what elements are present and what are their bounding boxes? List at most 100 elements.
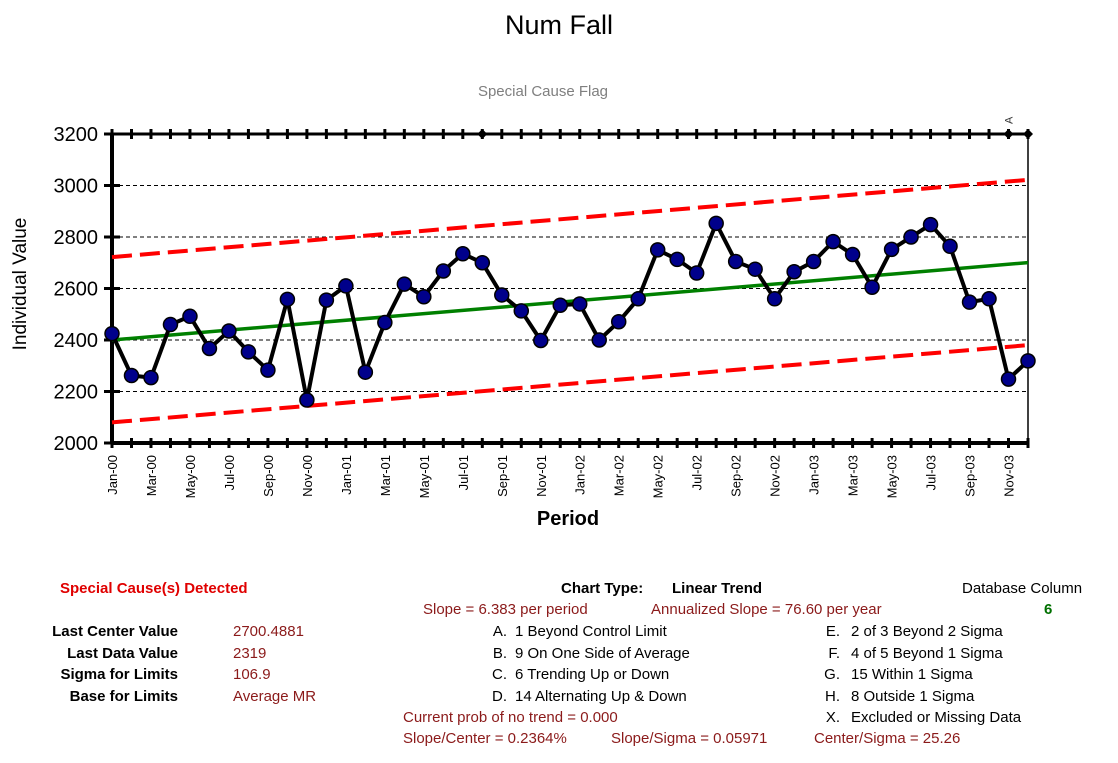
data-point	[143, 369, 159, 386]
data-point	[708, 215, 724, 232]
data-point	[591, 332, 607, 348]
x-tick-label: Sep-01	[495, 455, 510, 497]
annualized-slope: Annualized Slope = 76.60 per year	[651, 601, 882, 618]
data-point	[201, 340, 218, 357]
x-tick-label: May-02	[651, 455, 666, 498]
special-cause-flags: A	[477, 116, 1033, 139]
data-point	[182, 308, 198, 325]
data-points	[104, 215, 1036, 408]
center-trend-line	[111, 260, 1029, 342]
stat-value: 106.9	[233, 666, 271, 683]
data-point	[260, 362, 276, 378]
slope-center: Slope/Center = 0.2364%	[403, 730, 567, 747]
rule-key: E.	[825, 623, 840, 640]
data-point	[299, 392, 315, 408]
slope-per-period: Slope = 6.383 per period	[423, 601, 588, 618]
y-tick-label: 2000	[54, 433, 99, 455]
x-axis-label: Period	[537, 508, 599, 530]
data-point	[552, 297, 569, 313]
data-point	[981, 291, 997, 307]
upper-control-limit	[111, 177, 1029, 260]
data-point	[922, 216, 939, 233]
data-point	[435, 263, 452, 279]
x-tick-label: Jul-03	[924, 455, 939, 490]
data-point	[669, 251, 685, 268]
data-point	[1020, 353, 1036, 369]
series-lines	[110, 177, 1030, 425]
flag-marker	[1003, 129, 1014, 139]
y-tick-label: 2600	[54, 279, 99, 301]
rule-text: 6 Trending Up or Down	[515, 666, 670, 683]
data-point	[338, 278, 354, 294]
data-point	[727, 253, 744, 270]
x-tick-label: Jul-02	[690, 455, 705, 490]
data-point	[221, 323, 237, 339]
flag-marker	[1023, 129, 1033, 139]
x-tick-label: Jan-02	[573, 455, 588, 495]
stat-label: Sigma for Limits	[60, 666, 178, 683]
y-tick-label: 2400	[54, 330, 99, 352]
database-column-value: 6	[1044, 601, 1053, 618]
data-point	[162, 316, 179, 333]
x-tick-label: Nov-01	[534, 455, 549, 497]
data-point	[688, 265, 705, 281]
flag-marker	[477, 129, 488, 139]
x-tick-label: Sep-00	[261, 455, 276, 497]
lower-control-limit	[111, 343, 1029, 425]
x-axis-ticks: Jan-00 Mar-00 May-00 Jul-00 Sep-00 Nov-00 Jan-…	[105, 129, 1030, 498]
y-tick-label: 2200	[54, 382, 99, 404]
data-point	[318, 292, 335, 308]
data-point	[903, 229, 919, 245]
rule-text: 2 of 3 Beyond 2 Sigma	[851, 623, 1003, 640]
x-tick-label: Jan-01	[339, 455, 354, 495]
data-point	[396, 276, 413, 292]
rule-key: A.	[492, 623, 507, 640]
data-point	[123, 367, 140, 384]
data-point	[416, 288, 432, 305]
x-tick-label: Mar-01	[378, 455, 393, 496]
data-point	[883, 241, 900, 258]
data-point	[825, 233, 841, 250]
y-tick-label: 2800	[54, 227, 99, 249]
data-point	[513, 303, 530, 319]
data-point	[533, 332, 549, 349]
x-tick-label: Jan-00	[105, 455, 120, 495]
stat-label: Base for Limits	[69, 687, 178, 705]
x-tick-label: Jul-01	[456, 455, 471, 490]
rule-key: D.	[492, 687, 507, 705]
chart-type-value: Linear Trend	[672, 580, 763, 597]
rule-text: Excluded or Missing Data	[851, 709, 1022, 726]
rule-text: 14 Alternating Up & Down	[515, 687, 687, 705]
rule-key: F.	[828, 644, 840, 662]
data-point	[864, 279, 880, 295]
data-point	[747, 261, 763, 277]
y-tick-label: 3000	[54, 176, 99, 198]
rule-key: B.	[492, 644, 507, 662]
rule-text: 15 Within 1 Sigma	[851, 666, 973, 683]
stat-value: 2700.4881	[233, 623, 304, 640]
x-tick-label: Sep-02	[729, 455, 744, 497]
data-point	[240, 344, 257, 360]
rule-text: 4 of 5 Beyond 1 Sigma	[851, 644, 1003, 662]
special-cause-detected: Special Cause(s) Detected	[60, 580, 248, 597]
data-point	[961, 294, 978, 310]
data-point	[942, 238, 958, 255]
data-point	[630, 291, 646, 307]
data-point	[494, 287, 510, 303]
x-tick-label: Jul-00	[222, 455, 237, 490]
grid-lines	[112, 185, 1028, 392]
slope-sigma: Slope/Sigma = 0.05971	[611, 730, 768, 747]
stat-value: 2319	[233, 644, 267, 662]
x-tick-label: Nov-00	[300, 455, 315, 497]
x-tick-label: Mar-00	[144, 455, 159, 496]
stat-label: Last Data Value	[67, 644, 178, 662]
stat-label: Last Center Value	[52, 623, 178, 640]
special-cause-flag-title: Special Cause Flag	[477, 83, 609, 100]
data-point	[786, 264, 802, 280]
data-point	[377, 314, 393, 331]
y-axis-label: Individual Value	[10, 218, 31, 351]
data-point	[1000, 371, 1017, 387]
rule-key: H.	[825, 687, 840, 705]
x-tick-label: Mar-03	[846, 455, 861, 496]
x-tick-label: Mar-02	[612, 455, 627, 496]
